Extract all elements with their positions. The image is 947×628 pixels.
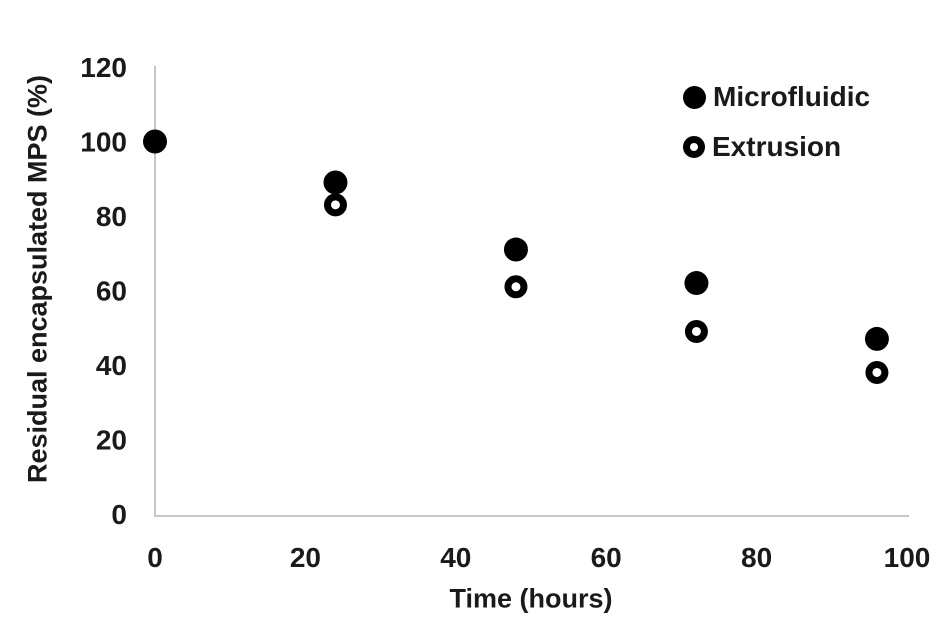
x-tick-label: 0: [147, 542, 163, 573]
y-tick-label: 0: [111, 499, 127, 530]
open-circle-icon: [683, 136, 705, 158]
legend-label-microfluidic: Microfluidic: [713, 81, 871, 112]
legend-label-extrusion: Extrusion: [712, 131, 842, 162]
data-point-microfluidic: [503, 237, 528, 262]
data-point-microfluidic: [143, 129, 167, 154]
x-tick-label: 100: [884, 542, 931, 573]
legend-item-microfluidic: Microfluidic: [683, 72, 870, 122]
y-tick-label: 60: [96, 276, 127, 307]
legend-item-extrusion: Extrusion: [683, 122, 870, 172]
data-point-extrusion: [323, 193, 347, 217]
data-point-microfluidic: [684, 271, 709, 296]
y-tick-label: 100: [80, 127, 127, 158]
data-point-microfluidic: [864, 326, 889, 351]
filled-circle-icon: [683, 85, 706, 109]
legend: Microfluidic Extrusion: [683, 72, 870, 172]
y-tick-label: 20: [96, 425, 127, 456]
data-point-microfluidic: [323, 170, 348, 195]
x-tick-label: 80: [741, 542, 772, 573]
data-point-extrusion: [865, 360, 889, 384]
x-axis-title: Time (hours): [449, 583, 613, 614]
y-axis-title: Residual encapsulated MPS (%): [22, 74, 53, 484]
x-tick-label: 60: [591, 542, 622, 573]
y-tick-label: 120: [80, 52, 127, 83]
x-tick-label: 40: [440, 542, 471, 573]
data-point-extrusion: [684, 319, 708, 343]
x-tick-label: 20: [290, 542, 321, 573]
data-point-extrusion: [504, 275, 528, 299]
y-tick-label: 40: [96, 350, 127, 381]
y-tick-label: 80: [96, 201, 127, 232]
